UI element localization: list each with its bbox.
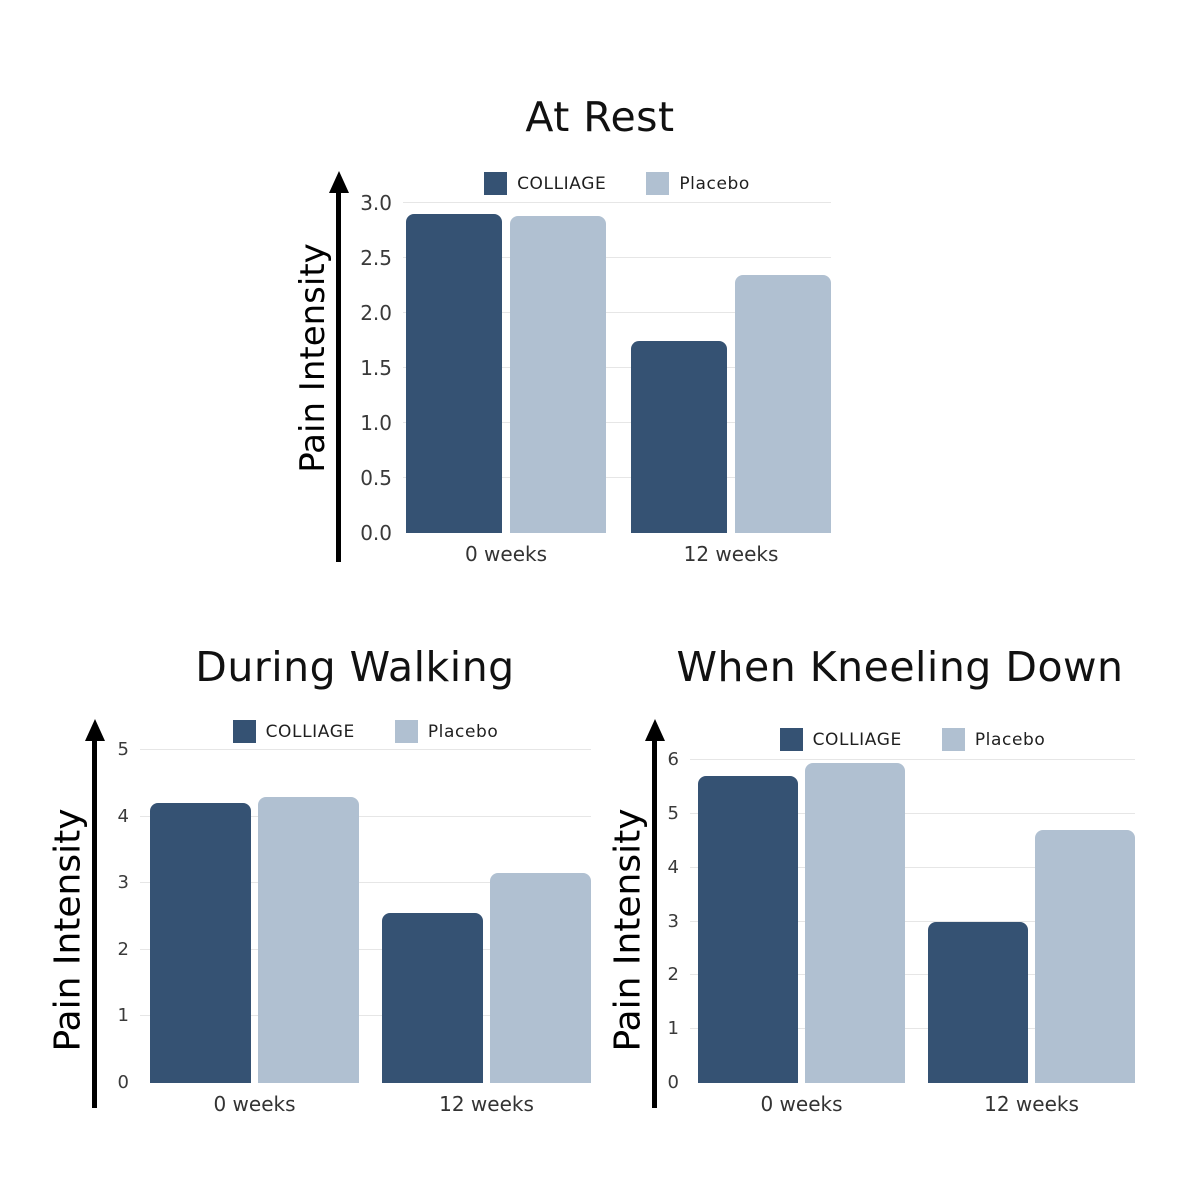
y-tick-label: 0 <box>117 1072 129 1093</box>
colliage-swatch <box>484 172 508 195</box>
legend-item-colliage: COLLIAGE <box>232 720 355 743</box>
y-axis-arrowhead-icon <box>645 719 665 741</box>
y-tick-label: 2 <box>117 938 129 960</box>
y-tick-label: 2.0 <box>360 301 392 325</box>
legend-item-colliage: COLLIAGE <box>484 172 606 195</box>
bar-placebo-0-weeks <box>805 762 905 1083</box>
x-tick-label: 0 weeks <box>213 1092 296 1116</box>
legend-label-placebo: Placebo <box>679 173 750 194</box>
bar-colliage-0-weeks <box>406 214 502 533</box>
chart-during-walking: During Walking COLLIAGE Placebo Pain Int… <box>30 635 610 1165</box>
gridline <box>140 948 591 950</box>
y-tick-label: 4 <box>667 856 679 878</box>
legend: COLLIAGE Placebo <box>140 720 591 743</box>
gridline <box>690 920 1135 922</box>
gridline <box>690 1028 1135 1030</box>
y-tick-label: 3 <box>117 872 129 894</box>
x-tick-label: 12 weeks <box>439 1092 534 1116</box>
y-tick-label: 3 <box>667 910 679 932</box>
gridline <box>403 312 831 313</box>
x-tick-label: 12 weeks <box>683 542 779 566</box>
y-axis-label: Pain Intensity <box>607 808 649 1052</box>
bar-colliage-12-weeks <box>928 921 1028 1083</box>
gridline <box>403 422 831 423</box>
legend-item-placebo: Placebo <box>941 728 1046 751</box>
y-axis-arrow <box>336 191 341 562</box>
y-tick-label: 2 <box>667 964 679 986</box>
placebo-swatch <box>394 720 418 743</box>
gridline <box>690 812 1135 814</box>
bar-placebo-12-weeks <box>735 274 831 533</box>
y-tick-label: 1.5 <box>360 356 392 380</box>
x-tick-label: 0 weeks <box>760 1092 843 1116</box>
y-axis-arrow <box>92 739 97 1108</box>
plot-area: 0 1 2 3 4 5 6 0 weeks 12 weeks <box>668 751 1135 1116</box>
bar-colliage-0-weeks <box>698 776 798 1083</box>
y-tick-label: 6 <box>667 749 679 770</box>
y-tick-label: 1 <box>667 1018 679 1040</box>
plot-area: 0.0 0.5 1.0 1.5 2.0 2.5 3.0 0 weeks 12 weeks <box>360 193 831 566</box>
bar-placebo-0-weeks <box>510 216 606 533</box>
legend-label-colliage: COLLIAGE <box>517 173 607 194</box>
x-tick-label: 0 weeks <box>464 542 548 566</box>
legend-label-placebo: Placebo <box>427 721 499 742</box>
bar-placebo-12-weeks <box>490 873 591 1083</box>
legend-item-placebo: Placebo <box>646 172 750 195</box>
y-tick-label: 2.5 <box>360 246 392 270</box>
legend-label-colliage: COLLIAGE <box>812 729 902 750</box>
gridline <box>690 866 1135 868</box>
chart-when-kneeling-down: When Kneeling Down COLLIAGE Placebo Pain… <box>607 635 1190 1165</box>
legend-item-placebo: Placebo <box>394 720 499 743</box>
gridline <box>690 974 1135 976</box>
x-tick-label: 12 weeks <box>984 1092 1079 1116</box>
y-tick-label: 0.0 <box>360 521 392 545</box>
gridline <box>140 882 591 884</box>
colliage-swatch <box>232 720 256 743</box>
chart-title: During Walking <box>195 643 515 691</box>
bar-placebo-0-weeks <box>258 796 359 1083</box>
y-tick-label: 5 <box>117 739 129 760</box>
legend: COLLIAGE Placebo <box>690 728 1135 751</box>
gridline <box>403 477 831 478</box>
legend-label-colliage: COLLIAGE <box>265 721 355 742</box>
chart-at-rest: At Rest COLLIAGE Placebo Pain Intensity … <box>293 85 895 585</box>
chart-title: When Kneeling Down <box>676 643 1124 691</box>
y-tick-label: 0.5 <box>360 466 392 490</box>
y-tick-label: 3.0 <box>360 191 392 215</box>
bar-colliage-0-weeks <box>150 803 251 1083</box>
y-axis-arrow <box>652 739 657 1108</box>
gridline <box>403 257 831 258</box>
legend-item-colliage: COLLIAGE <box>779 728 902 751</box>
placebo-swatch <box>646 172 670 195</box>
y-axis-arrowhead-icon <box>85 719 105 741</box>
y-axis-label: Pain Intensity <box>293 243 333 473</box>
y-axis-label: Pain Intensity <box>47 808 89 1052</box>
y-tick-label: 5 <box>667 802 679 824</box>
y-axis-arrowhead-icon <box>329 171 349 193</box>
placebo-swatch <box>941 728 965 751</box>
bar-colliage-12-weeks <box>382 913 483 1083</box>
chart-title: At Rest <box>525 93 675 141</box>
gridline <box>140 749 591 750</box>
y-tick-label: 4 <box>117 805 129 827</box>
gridline <box>403 202 831 203</box>
legend: COLLIAGE Placebo <box>403 172 831 195</box>
gridline <box>140 815 591 817</box>
y-tick-label: 1 <box>117 1005 129 1027</box>
colliage-swatch <box>779 728 803 751</box>
bar-placebo-12-weeks <box>1035 829 1135 1083</box>
gridline <box>403 367 831 368</box>
legend-label-placebo: Placebo <box>974 729 1046 750</box>
plot-area: 0 1 2 3 4 5 0 weeks 12 weeks <box>118 741 591 1116</box>
gridline <box>690 759 1135 760</box>
y-tick-label: 0 <box>667 1072 679 1093</box>
y-tick-label: 1.0 <box>360 411 392 435</box>
gridline <box>140 1015 591 1017</box>
bar-colliage-12-weeks <box>631 340 727 533</box>
